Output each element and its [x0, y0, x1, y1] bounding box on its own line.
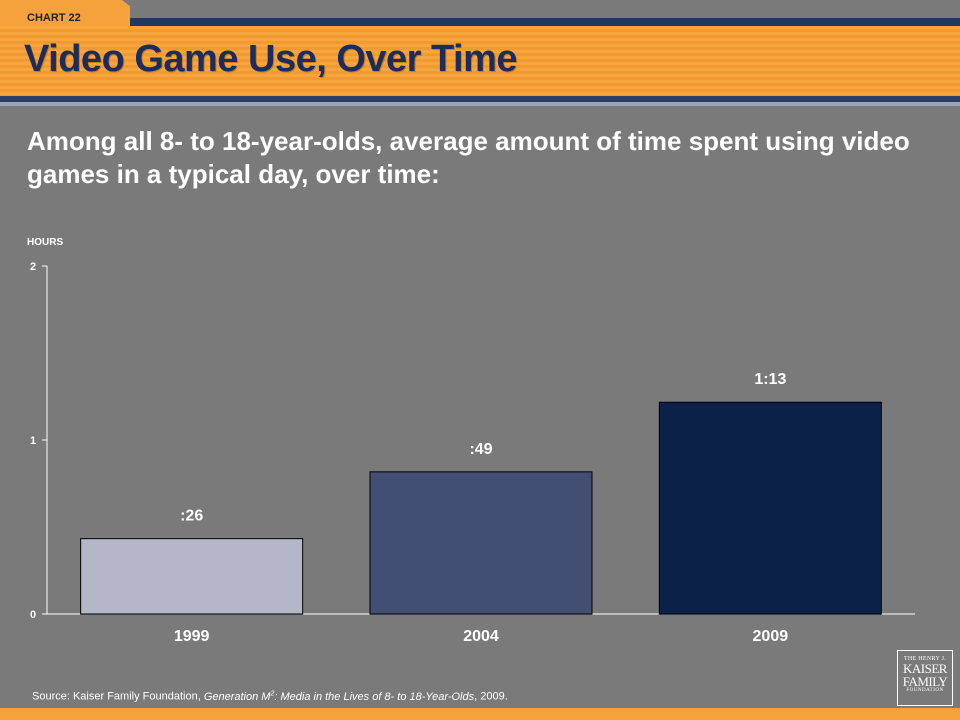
source-title-part2: : Media in the Lives of 8- to 18-Year-Ol…	[274, 690, 475, 703]
source-title-sup: 2	[270, 690, 275, 697]
source-title-part1: Generation M	[203, 690, 271, 703]
title-band-underline-light	[0, 102, 960, 106]
data-label-2009: 1:13	[754, 371, 786, 388]
data-label-2004: :49	[469, 441, 492, 458]
bar-1999	[80, 538, 304, 615]
chart-subtitle: Among all 8- to 18-year-olds, average am…	[27, 126, 910, 189]
header-banner: CHART 22 Video Game Use, Over Time	[0, 0, 960, 112]
title-band-underline	[0, 96, 960, 102]
kaiser-logo: THE HENRY J. KAISER FAMILY FOUNDATION	[897, 650, 953, 706]
x-tick-label-2004: 2004	[463, 628, 499, 645]
y-tick-label-1: 1	[30, 435, 36, 447]
bar-2009	[658, 401, 882, 615]
footer-bar	[0, 708, 960, 720]
source-prefix: Source: Kaiser Family Foundation,	[32, 690, 204, 703]
bar-2004	[369, 471, 593, 615]
source-suffix: , 2009.	[474, 690, 508, 703]
logo-line-4: FOUNDATION	[906, 688, 944, 693]
chart-tab	[0, 0, 130, 26]
header-top-line	[0, 18, 960, 26]
source-note: Source: Kaiser Family Foundation, Genera…	[32, 690, 508, 703]
x-tick-label-1999: 1999	[174, 628, 210, 645]
logo-line-2: KAISER	[903, 661, 947, 676]
source-title: Generation M2: Media in the Lives of 8- …	[203, 690, 475, 703]
y-tick-label-2: 2	[30, 261, 36, 273]
x-tick-label-2009: 2009	[753, 628, 789, 645]
chart-number-label: CHART 22	[27, 12, 81, 24]
page-title: Video Game Use, Over Time	[24, 38, 518, 80]
y-axis-label: HOURS	[27, 237, 63, 248]
bar-chart: HOURS 0 1 2 :26 1999 :49 2004 1:13 2009	[27, 237, 915, 645]
logo-line-3: FAMILY	[902, 674, 948, 689]
y-tick-label-0: 0	[30, 609, 36, 621]
data-label-1999: :26	[180, 508, 203, 525]
title-band	[0, 26, 960, 96]
logo-line-1: THE HENRY J.	[903, 656, 947, 662]
